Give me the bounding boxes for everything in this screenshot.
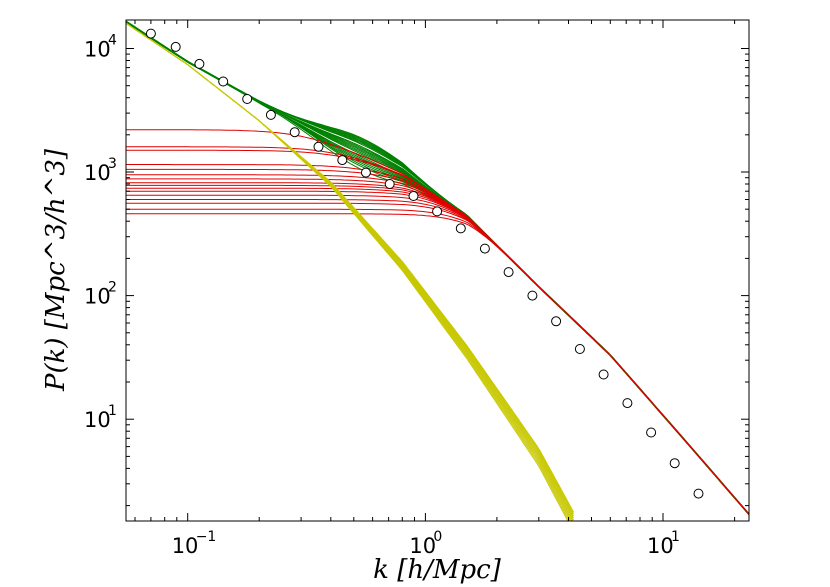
reference-point: [646, 427, 657, 438]
plot-background: [126, 20, 749, 521]
x-tick-label: 10: [409, 534, 436, 558]
reference-point: [194, 58, 205, 69]
y-tick-label: 10: [84, 161, 111, 185]
reference-point: [289, 127, 300, 138]
reference-point: [551, 316, 562, 327]
reference-point: [574, 344, 585, 354]
y-tick-exponent: 4: [108, 33, 117, 49]
y-axis-label: P(k) [Mpc^3/h^3]: [41, 148, 71, 392]
reference-point: [360, 167, 371, 178]
reference-point: [455, 223, 466, 234]
series-layer: [126, 20, 749, 521]
reference-points-layer: [145, 28, 704, 499]
y-tick-exponent: 3: [108, 156, 117, 172]
reference-point: [598, 369, 609, 380]
reference-point: [669, 458, 680, 469]
reference-point: [313, 141, 324, 152]
reference-point: [265, 109, 276, 120]
reference-point: [693, 488, 704, 499]
reference-point: [170, 41, 181, 52]
x-tick-exponent: 0: [433, 529, 442, 545]
x-tick-exponent: 1: [671, 529, 680, 545]
x-tick-exponent: −1: [196, 529, 217, 545]
reference-point: [218, 76, 229, 87]
reference-point: [479, 243, 490, 254]
x-tick-labels: 10−1 100 101: [172, 529, 680, 558]
y-tick-label: 10: [84, 38, 111, 62]
y-tick-exponent: 2: [108, 280, 117, 296]
yellow-realizations-line-10: [126, 22, 574, 513]
y-tick-exponent: 1: [108, 403, 117, 419]
y-tick-label: 10: [84, 285, 111, 309]
ticks-layer: [126, 20, 749, 521]
reference-point: [408, 191, 419, 201]
x-axis-label: k [h/Mpc]: [373, 555, 501, 585]
x-tick-label: 10: [647, 534, 674, 558]
reference-point: [384, 179, 395, 189]
reference-point: [337, 155, 348, 166]
reference-point: [527, 290, 538, 301]
x-tick-label: 10: [172, 534, 199, 558]
y-tick-label: 10: [84, 408, 111, 432]
reference-point: [503, 267, 514, 278]
red-realizations-line-16: [126, 213, 749, 515]
plot-frame: [125, 19, 750, 522]
reference-point: [432, 206, 443, 217]
reference-point: [622, 398, 633, 409]
reference-point: [145, 28, 156, 39]
reference-point: [242, 94, 253, 104]
